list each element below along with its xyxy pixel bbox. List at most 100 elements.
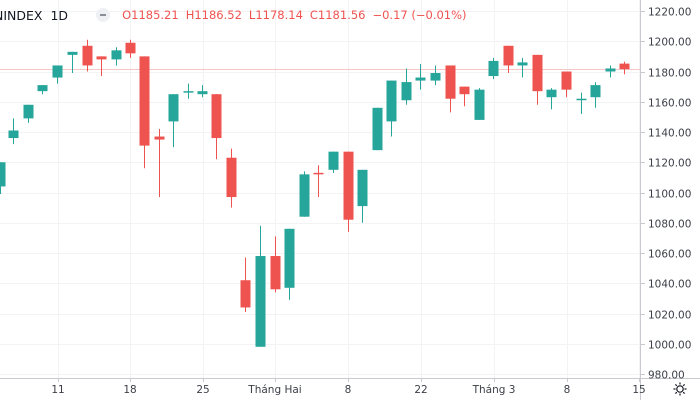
settings-gear-icon[interactable] xyxy=(672,381,688,397)
candle-body xyxy=(546,89,557,98)
candle xyxy=(154,128,165,198)
candle xyxy=(459,86,470,107)
candle-body xyxy=(372,107,383,151)
candle xyxy=(474,88,485,120)
time-tick-label: 22 xyxy=(414,384,427,396)
candle-body xyxy=(590,85,601,98)
candle-body xyxy=(357,169,368,207)
time-axis[interactable]: 11 18 25 Tháng Hai 8 22 Tháng 3 8 15 xyxy=(51,378,646,396)
candle xyxy=(270,236,281,293)
change-value: −0.17 (−0.01%) xyxy=(372,8,467,22)
candle xyxy=(96,56,107,77)
price-tick-label: 1100.00 xyxy=(648,189,691,201)
time-tick-label: 8 xyxy=(345,384,352,396)
candle-body xyxy=(343,151,354,220)
candle-body xyxy=(459,86,470,95)
candle xyxy=(372,107,383,151)
low-label: L xyxy=(248,8,256,22)
symbol-name[interactable]: NINDEX xyxy=(0,7,43,23)
candle-body xyxy=(270,256,281,290)
candle xyxy=(488,57,499,80)
price-tick-label: 1180.00 xyxy=(648,68,691,80)
price-tick-label: 1160.00 xyxy=(648,98,691,110)
candle-body xyxy=(401,82,412,101)
candle-body xyxy=(8,130,19,139)
time-tick-label: Tháng Hai xyxy=(247,384,301,396)
candle-body xyxy=(240,280,251,308)
candle xyxy=(111,47,122,66)
time-tick-label: 15 xyxy=(632,384,645,396)
collapse-legend-button[interactable] xyxy=(96,8,111,22)
candle xyxy=(197,85,208,98)
candle xyxy=(52,65,63,84)
candles xyxy=(0,39,630,347)
ohlc-values: O 1185.21 H 1186.52 L 1178.14 C 1181.56 −0.1… xyxy=(122,8,473,22)
candle xyxy=(546,88,557,110)
candle-body xyxy=(23,104,34,119)
candle-body xyxy=(67,51,78,55)
price-tick-label: 1060.00 xyxy=(648,249,691,261)
candle-body xyxy=(154,136,165,140)
candle xyxy=(67,51,78,74)
candle xyxy=(386,80,397,137)
candle xyxy=(445,65,456,113)
open-label: O xyxy=(122,8,132,22)
candle xyxy=(255,225,266,347)
candle-body xyxy=(605,68,616,72)
candle-body xyxy=(82,45,93,66)
candle-body xyxy=(313,172,324,175)
candle xyxy=(503,45,514,74)
candle-body xyxy=(226,157,237,198)
high-label: H xyxy=(185,8,195,22)
price-tick-label: 1080.00 xyxy=(648,219,691,231)
price-axis[interactable]: 1220.00 1200.00 1180.00 1160.00 1140.00 1120.… xyxy=(640,7,691,382)
candle-body xyxy=(415,77,426,81)
candle xyxy=(0,162,6,195)
price-tick-label: 1220.00 xyxy=(648,7,691,19)
open-value: 1185.21 xyxy=(131,8,179,22)
candle xyxy=(561,71,572,98)
candle-body xyxy=(619,63,630,70)
candle-body xyxy=(168,94,179,122)
candle xyxy=(576,92,587,114)
candle-body xyxy=(284,228,295,288)
candle xyxy=(125,39,136,58)
candle xyxy=(299,171,310,217)
candle xyxy=(313,165,324,198)
candle xyxy=(183,83,194,99)
time-tick-label: 18 xyxy=(123,384,136,396)
candle xyxy=(357,169,368,223)
candle xyxy=(619,61,630,75)
candle xyxy=(82,39,93,72)
grid-lines xyxy=(0,0,640,378)
candle xyxy=(328,151,339,173)
candle-body xyxy=(111,50,122,60)
candle-body xyxy=(503,45,514,66)
price-tick-label: 1140.00 xyxy=(648,128,691,140)
candle xyxy=(430,65,441,86)
time-tick-label: 11 xyxy=(51,384,64,396)
candle xyxy=(401,68,412,105)
timeframe[interactable]: 1D xyxy=(50,7,69,23)
price-tick-label: 1120.00 xyxy=(648,158,691,170)
price-tick-label: 1020.00 xyxy=(648,310,691,322)
candle xyxy=(139,56,150,169)
price-tick-label: 1200.00 xyxy=(648,37,691,49)
time-tick-label: Tháng 3 xyxy=(472,384,516,396)
candle-body xyxy=(52,65,63,78)
candle xyxy=(37,85,48,95)
candle xyxy=(532,54,543,105)
candle xyxy=(226,148,237,208)
candle-body xyxy=(561,71,572,90)
candle-body xyxy=(37,85,48,92)
candle-body xyxy=(0,162,6,187)
close-value: 1181.56 xyxy=(317,8,366,22)
candle-body xyxy=(328,151,339,170)
price-tick-label: 1000.00 xyxy=(648,340,691,352)
candle-body xyxy=(430,73,441,81)
price-tick-label: 1040.00 xyxy=(648,279,691,291)
candle xyxy=(590,82,601,108)
candle xyxy=(240,257,251,312)
